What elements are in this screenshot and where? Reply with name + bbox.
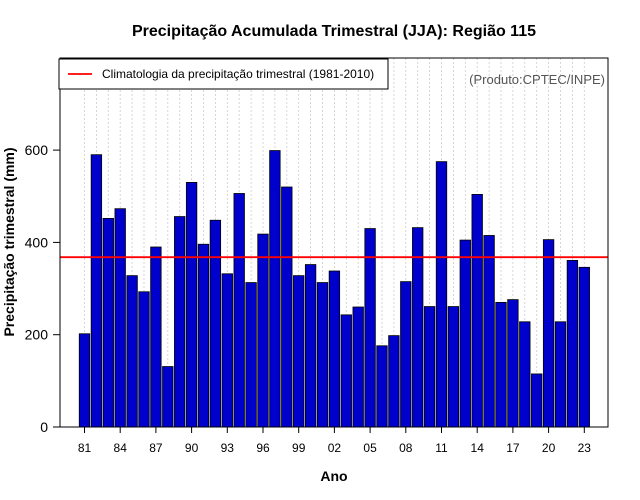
- bar-92: [209, 219, 222, 428]
- x-tick-label: 23: [578, 441, 592, 455]
- bar-94: [233, 193, 245, 428]
- x-tick-label: 96: [256, 441, 270, 455]
- bar-14: [471, 194, 483, 428]
- x-tick-label: 87: [149, 441, 163, 455]
- chart-title: Precipitação Acumulada Trimestral (JJA):…: [132, 23, 536, 40]
- bar-20: [542, 239, 555, 428]
- x-axis: 81 84 87 90 93 96 99 02 05 08 11 14 17 20 23: [78, 427, 591, 455]
- bar-87: [150, 246, 162, 428]
- bar-93: [221, 273, 233, 428]
- bar-16: [495, 301, 507, 428]
- bar-12: [447, 306, 460, 428]
- bar-81: [78, 333, 91, 428]
- x-tick-label: 84: [114, 441, 128, 455]
- bar-19: [531, 373, 543, 428]
- bar-07: [388, 335, 400, 428]
- y-tick-label: 200: [25, 327, 49, 343]
- bar-17: [507, 299, 519, 428]
- x-tick-label: 05: [363, 441, 377, 455]
- bar-83: [102, 218, 114, 428]
- x-axis-label: Ano: [320, 468, 347, 484]
- bar-96: [257, 233, 269, 428]
- bar-06: [376, 345, 388, 428]
- y-axis-label: Precipitação trimestral (mm): [1, 147, 17, 336]
- x-tick-label: 08: [399, 441, 413, 455]
- bar-05: [364, 228, 376, 428]
- bar-91: [197, 243, 210, 428]
- y-tick-label: 0: [40, 419, 48, 435]
- bar-90: [185, 182, 198, 428]
- bar-18: [519, 321, 531, 428]
- bar-13: [459, 239, 471, 428]
- bar-98: [281, 186, 293, 428]
- bar-08: [400, 281, 412, 428]
- x-tick-label: 20: [542, 441, 556, 455]
- y-tick-label: 400: [25, 234, 49, 250]
- bar-99: [293, 275, 305, 428]
- legend: Climatologia da precipitação trimestral …: [58, 58, 389, 90]
- x-tick-label: 93: [221, 441, 235, 455]
- bar-03: [340, 314, 352, 428]
- y-tick-label: 600: [25, 142, 49, 158]
- x-tick-label: 11: [435, 441, 448, 455]
- x-tick-label: 90: [185, 441, 199, 455]
- bar-22: [566, 259, 579, 428]
- bar-85: [126, 275, 138, 428]
- bar-89: [174, 216, 186, 428]
- bar-10: [423, 306, 436, 428]
- bar-15: [483, 235, 495, 428]
- x-tick-label: 17: [506, 441, 520, 455]
- legend-box: [58, 58, 389, 90]
- bar-84: [114, 208, 126, 428]
- x-tick-label: 02: [328, 441, 342, 455]
- bar-04: [352, 306, 364, 428]
- bar-23: [578, 266, 590, 428]
- x-tick-label: 99: [292, 441, 306, 455]
- legend-entry-climatology: Climatologia da precipitação trimestral …: [102, 67, 374, 81]
- bar-86: [138, 291, 150, 428]
- bar-88: [162, 366, 174, 428]
- bar-02: [328, 270, 341, 428]
- x-tick-label: 14: [471, 441, 485, 455]
- bar-11: [435, 161, 448, 428]
- y-axis: 0 200 400 600: [25, 142, 60, 435]
- bar-82: [90, 154, 103, 428]
- bars: [78, 150, 590, 428]
- source-note: (Produto:CPTEC/INPE): [469, 72, 605, 87]
- bar-00: [304, 264, 317, 428]
- bar-95: [245, 282, 257, 428]
- x-tick-label: 81: [78, 441, 92, 455]
- bar-01: [316, 282, 329, 428]
- bar-97: [269, 150, 281, 428]
- bar-21: [554, 321, 567, 428]
